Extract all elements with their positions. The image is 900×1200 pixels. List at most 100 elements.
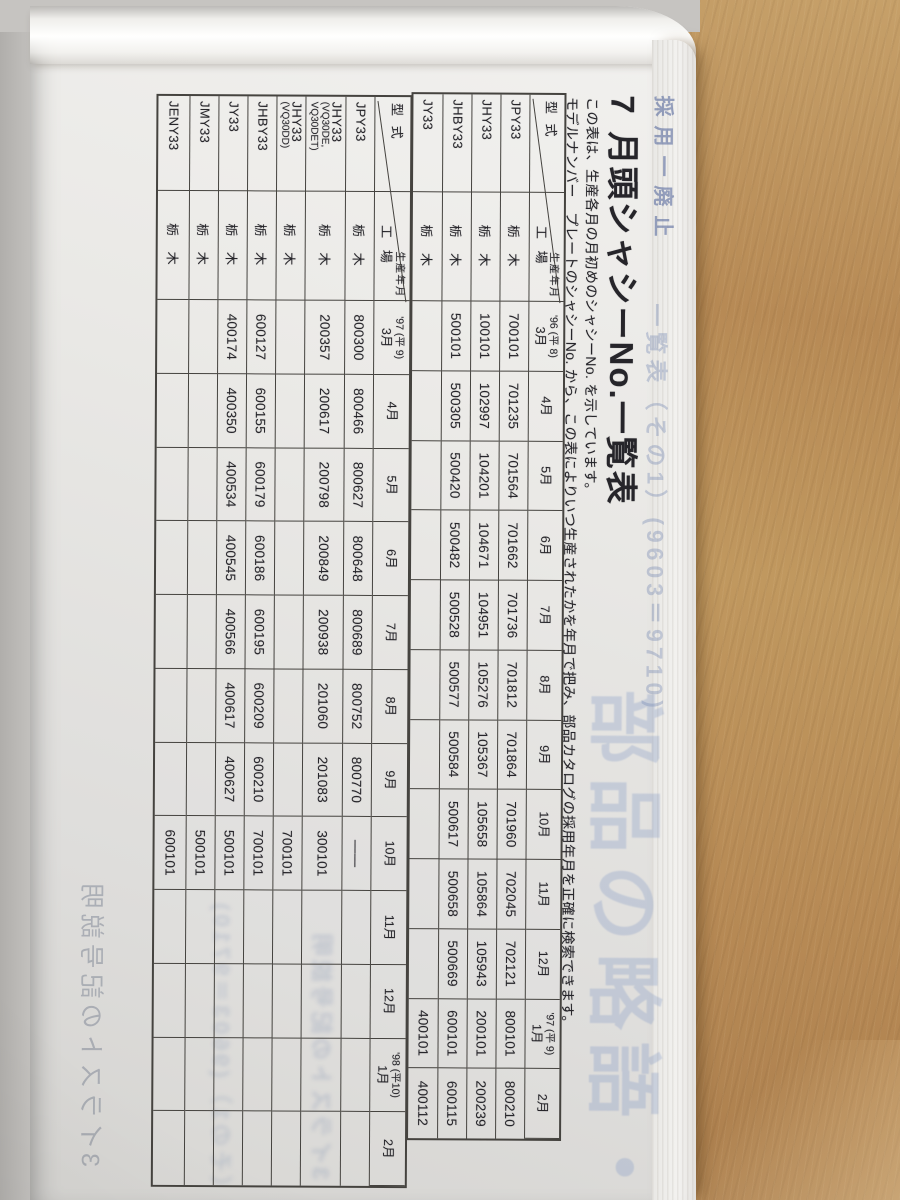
model-cell: JMY33 <box>190 95 219 191</box>
chassis-no-cell <box>187 668 216 743</box>
model-cell: JY33 <box>219 96 248 191</box>
chassis-no-cell: 400627 <box>215 742 245 817</box>
chassis-no-cell <box>155 595 187 669</box>
chassis-no-cell <box>272 1038 301 1112</box>
month-header-month: 12月 <box>381 988 396 1015</box>
chassis-no-cell: 800300 <box>345 301 374 375</box>
chassis-no-cell: 500305 <box>441 371 471 442</box>
factory-cell: 栃 木 <box>276 191 306 301</box>
chassis-no-cell: 105276 <box>469 650 498 721</box>
chassis-no-cell: 800648 <box>343 522 373 597</box>
month-header-cell: 5月 <box>528 441 563 512</box>
model-name: JENY33 <box>166 100 182 151</box>
month-header-month: 2月 <box>380 1138 395 1159</box>
chassis-no-cell: 300101 <box>302 817 342 891</box>
chassis-no-cell <box>301 964 341 1039</box>
model-cell: JHBY33 <box>248 96 277 192</box>
chassis-no-cell <box>243 1112 271 1186</box>
model-name: JHBY33 <box>450 99 466 149</box>
model-header-label: 型 式 <box>543 100 559 140</box>
chassis-no-cell: 500420 <box>441 441 470 511</box>
chassis-no-cell: 701960 <box>497 789 526 860</box>
chassis-no-cell: 400101 <box>408 998 438 1069</box>
chassis-no-cell <box>301 1112 340 1186</box>
chassis-no-cell <box>188 374 218 448</box>
model-cell: JPY33 <box>346 96 375 192</box>
tables-layer: 型 式工 場生産年月 '96 (平 8) 3月 4月 5月 6月 7月 8月 9月 10月 11月 1… <box>150 5 900 1200</box>
chassis-no-cell: 500101 <box>186 816 215 891</box>
chassis-table-2: 型 式工 場生産年月 '97 (平 9) 3月 4月 5月 6月 7月 8月 9月 10月 11月 1… <box>150 93 413 1189</box>
chassis-no-cell <box>153 889 186 964</box>
chassis-no-cell: 400566 <box>216 595 245 670</box>
model-cell: JENY33 <box>158 95 190 191</box>
chassis-no-cell <box>243 890 273 965</box>
month-header-cell: 4月 <box>373 374 410 449</box>
chassis-no-cell: 600101 <box>438 998 467 1069</box>
page-curl <box>30 6 696 64</box>
chassis-no-cell <box>153 1037 185 1112</box>
month-header-month: 11月 <box>536 881 551 908</box>
month-header-cell: 9月 <box>371 743 408 818</box>
table-row: JHY33 栃 木 100101 102997 104201 104671 104951 10… <box>466 94 501 1139</box>
model-name: JPY33 <box>508 99 524 140</box>
month-header-year: '97 (平 9) <box>543 1012 556 1056</box>
factory-cell: 栃 木 <box>189 190 219 301</box>
chassis-no-cell: 701235 <box>499 371 529 442</box>
chassis-table-1: 型 式工 場生産年月 '96 (平 8) 3月 4月 5月 6月 7月 8月 9月 10月 11月 1… <box>406 92 567 1141</box>
chassis-no-cell: 600186 <box>245 521 275 596</box>
factory-cell: 栃 木 <box>500 192 529 303</box>
chassis-no-cell: 701812 <box>498 650 527 721</box>
month-header-year: '96 (平 8) <box>547 315 560 358</box>
model-column-header: 型 式 <box>375 96 411 192</box>
model-name: JMY33 <box>197 101 213 144</box>
chassis-no-cell <box>273 743 303 818</box>
chassis-no-cell <box>410 580 440 651</box>
chassis-no-cell <box>153 1111 184 1185</box>
chassis-no-cell: 500669 <box>438 929 468 1000</box>
chassis-no-cell: 200101 <box>467 999 496 1069</box>
factory-cell: 栃 木 <box>305 191 346 302</box>
chassis-no-cell: 500101 <box>215 816 244 891</box>
chassis-no-cell: 200239 <box>473 1080 489 1127</box>
chassis-no-cell <box>214 1111 242 1185</box>
chassis-no-cell <box>412 301 442 372</box>
month-header-month: 3月 <box>378 327 393 348</box>
table-row: JHY33 (VQ30DD) 栃 木 700101 <box>270 96 306 1186</box>
factory-cell: 栃 木 <box>412 191 443 302</box>
paper-page <box>30 6 696 1200</box>
chassis-no-cell: 600127 <box>247 300 276 375</box>
chassis-no-cell <box>272 890 302 965</box>
month-header-cell: '97 (平 9) 3月 <box>374 301 410 376</box>
ghost-text-illust-kigou: 3イラストの記号説明 <box>75 878 106 1167</box>
model-name: JY33 <box>420 99 436 131</box>
chassis-no-cell: 600209 <box>245 669 274 744</box>
chassis-no-cell: 400545 <box>216 521 246 596</box>
chassis-no-cell: 800210 <box>502 1080 518 1128</box>
chassis-no-cell: 701662 <box>498 511 528 581</box>
chassis-no-cell <box>157 300 189 375</box>
chassis-no-cell <box>341 890 371 965</box>
table-row: JMY33 栃 木 500101 <box>183 95 219 1186</box>
model-name: JHY33 <box>479 99 495 141</box>
chassis-no-cell: 800689 <box>343 596 372 670</box>
month-header-month: 6月 <box>538 535 553 556</box>
chassis-no-cell: 201083 <box>302 743 343 818</box>
chassis-no-cell <box>409 789 439 860</box>
page-title: 7 月頭シャシーNo.一覧表 <box>599 95 649 506</box>
chassis-no-cell <box>155 668 187 743</box>
chassis-no-cell <box>214 890 244 965</box>
chassis-no-cell <box>187 521 217 596</box>
month-header-cell: '96 (平 8) 3月 <box>529 301 564 372</box>
model-name: JHY33 <box>289 101 305 143</box>
chassis-no-cell <box>154 742 187 817</box>
model-cell: JPY33 <box>501 94 530 193</box>
chassis-no-cell: 105658 <box>468 789 497 860</box>
chassis-no-cell: 700101 <box>500 301 529 372</box>
month-header-cell: 7月 <box>527 580 562 651</box>
month-header-month: 8月 <box>382 696 398 717</box>
chassis-no-cell: 702121 <box>496 929 526 1000</box>
model-cell: JY33 <box>413 94 443 192</box>
table-header-row: 型 式工 場生産年月 '96 (平 8) 3月 4月 5月 6月 7月 8月 9月 10月 11月 1… <box>524 94 565 1139</box>
chassis-no-cell <box>341 1038 370 1113</box>
month-header-month: 3月 <box>533 326 548 347</box>
